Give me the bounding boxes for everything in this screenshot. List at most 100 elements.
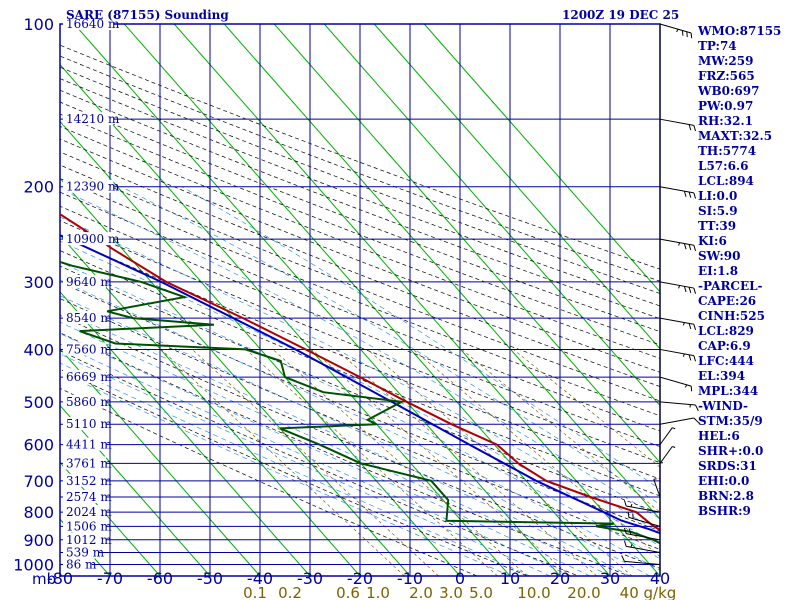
- moist-adiabat: [60, 333, 591, 576]
- dry-adiabat: [60, 265, 660, 514]
- index-list: WMO:87155 TP:74 MW:259 FRZ:565 WB0:697 PW:0.9…: [698, 24, 781, 519]
- wind-barb: [659, 417, 700, 425]
- pressure-label: 500: [23, 393, 54, 412]
- index-item: LFC:444: [698, 354, 754, 368]
- wind-barb: [623, 527, 661, 541]
- x-tick-label: -40: [247, 569, 273, 588]
- dry-adiabat: [60, 89, 660, 320]
- index-item: -PARCEL-: [698, 279, 763, 293]
- wind-barb: [659, 401, 699, 412]
- dry-adiabat: [60, 55, 660, 282]
- isotherm-line: [173, 24, 660, 576]
- x-tick-label: -80: [47, 569, 73, 588]
- x-tick-label: 40: [650, 569, 670, 588]
- x-tick-label: 30: [600, 569, 620, 588]
- dewpoint-trace: [60, 260, 660, 545]
- moist-adiabat: [60, 362, 531, 576]
- isotherm-line: [423, 24, 660, 293]
- height-label: 6669 m: [66, 370, 112, 384]
- moist-adiabat: [60, 353, 551, 576]
- height-label: 5110 m: [66, 417, 112, 431]
- pressure-label: 200: [23, 178, 54, 197]
- mixing-ratio-line: [192, 349, 439, 576]
- dry-adiabat: [60, 101, 660, 332]
- isotherm-line: [60, 404, 211, 576]
- wind-barb: [659, 376, 693, 392]
- dry-adiabat: [60, 205, 660, 448]
- mixing-ratio-label: 20.0: [567, 584, 600, 600]
- index-item: WMO:87155: [698, 24, 782, 38]
- sounding-time: 1200Z 19 DEC 25: [562, 8, 680, 22]
- isotherm-line: [323, 24, 660, 407]
- index-item: -WIND-: [698, 399, 748, 413]
- dry-adiabat: [60, 250, 660, 497]
- index-item: WB0:697: [698, 84, 760, 98]
- mixing-ratio-label: 0.1: [243, 584, 267, 600]
- wind-barb: [659, 118, 697, 132]
- sounding-traces: [60, 213, 660, 545]
- moist-adiabat: [60, 279, 660, 571]
- isotherm-line: [60, 575, 61, 576]
- mixing-ratio-label: 2.0: [409, 584, 433, 600]
- index-item: LCL:829: [698, 324, 754, 338]
- x-tick-label: 0: [455, 569, 465, 588]
- index-item: SW:90: [698, 249, 741, 263]
- pressure-label: 100: [23, 15, 54, 34]
- index-item: MAXT:32.5: [698, 129, 773, 143]
- pressure-label: 300: [23, 273, 54, 292]
- isotherm-line: [223, 24, 660, 520]
- index-item: CINH:525: [698, 309, 765, 323]
- temperature-trace: [60, 213, 660, 531]
- index-item: SI:5.9: [698, 204, 738, 218]
- wind-barb: [659, 186, 697, 199]
- x-tick-label: 20: [550, 569, 570, 588]
- mixing-ratio-label: 10.0: [517, 584, 550, 600]
- pressure-label: 700: [23, 472, 54, 491]
- isotherm-line: [0, 24, 10, 576]
- height-label: 5860 m: [66, 395, 112, 409]
- height-label: 3761 m: [66, 456, 112, 470]
- mixing-ratio-line: [160, 349, 405, 576]
- mixing-ratio-label: 1.0: [366, 584, 390, 600]
- mixing-ratio-label: 5.0: [469, 584, 493, 600]
- mixing-ratio-label: 3.0: [439, 584, 463, 600]
- height-label: 1506 m: [66, 519, 112, 533]
- height-label: 7560 m: [66, 342, 112, 356]
- dry-adiabat: [60, 44, 660, 270]
- dry-adiabat: [60, 368, 528, 576]
- height-label: 14210 m: [66, 112, 120, 126]
- moist-adiabat: [181, 186, 660, 490]
- index-item: L57:6.6: [698, 159, 749, 173]
- pressure-label: 400: [23, 340, 54, 359]
- moist-adiabat: [60, 371, 511, 576]
- wind-barb: [623, 540, 661, 553]
- height-label: 16640 m: [66, 17, 120, 31]
- mixing-ratio-line: [272, 349, 528, 576]
- x-tick-label: -30: [297, 569, 323, 588]
- dry-adiabat: [60, 138, 660, 373]
- sounding-title: SARE (87155) Sounding: [66, 8, 229, 22]
- mixing-ratio-line: [412, 349, 660, 558]
- wind-barbs: [621, 23, 700, 576]
- wind-barb: [653, 478, 661, 498]
- mixing-ratio-label: 40 g/kg: [620, 584, 677, 600]
- dry-adiabat: [60, 191, 660, 432]
- index-item: PW:0.97: [698, 99, 754, 113]
- skewt-background-lines: [0, 24, 660, 576]
- height-label: 2574 m: [66, 490, 112, 504]
- dry-adiabat: [60, 113, 660, 346]
- x-tick-label: -60: [147, 569, 173, 588]
- isotherm-line: [373, 24, 660, 350]
- moist-adiabat: [60, 240, 660, 547]
- wind-barb: [659, 238, 697, 252]
- dry-adiabat: [60, 234, 660, 480]
- wind-barb: [659, 348, 697, 362]
- height-label: 12390 m: [66, 180, 120, 194]
- height-label: 3152 m: [66, 474, 112, 488]
- index-item: MW:259: [698, 54, 754, 68]
- index-item: MPL:344: [698, 384, 759, 398]
- dry-adiabat: [60, 78, 660, 307]
- index-item: LCL:894: [698, 174, 754, 188]
